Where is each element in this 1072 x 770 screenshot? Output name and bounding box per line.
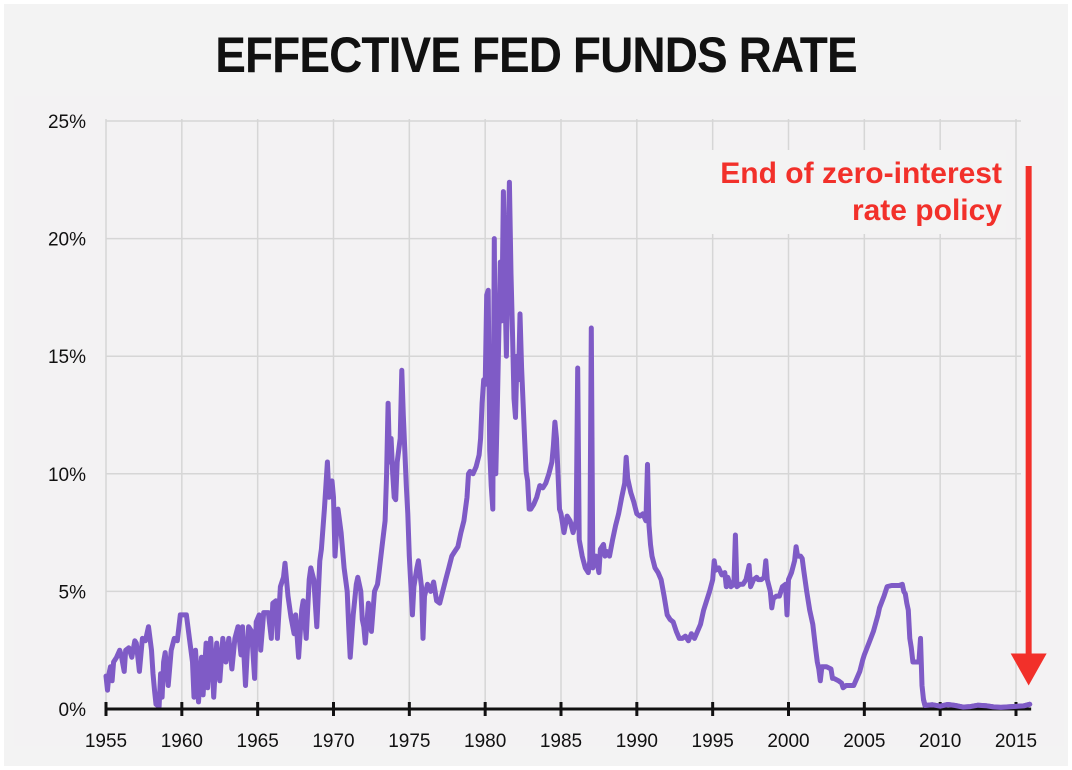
y-tick-label: 25% [48,112,86,133]
x-tick-label: 1980 [464,731,506,752]
x-tick-label: 1990 [616,731,658,752]
x-tick-label: 1955 [85,731,127,752]
x-tick-label: 1975 [388,731,430,752]
x-tick-label: 1985 [540,731,582,752]
x-tick-label: 2000 [767,731,809,752]
chart-title: EFFECTIVE FED FUNDS RATE [215,27,857,83]
annotation-arrowhead-icon [1010,653,1047,686]
x-tick-label: 1965 [237,731,279,752]
x-tick-label: 2015 [995,731,1037,752]
x-tick-label: 1970 [312,731,354,752]
y-tick-label: 10% [48,465,86,486]
grid [105,119,1021,709]
x-tick-label: 2005 [843,731,885,752]
annotation: End of zero-interest rate policy [660,150,1047,686]
annotation-text-line: End of zero-interest [720,157,1002,190]
annotation-background [660,150,1006,234]
x-tick-label: 1960 [161,731,203,752]
series-layer [103,179,1033,710]
y-tick-label: 15% [48,347,86,368]
y-tick-label: 5% [59,582,87,603]
series-line-0 [103,179,1033,710]
x-tick-label: 2010 [919,731,961,752]
series-line-tail [921,697,1033,710]
annotation-text-line: rate policy [852,194,1002,227]
y-tick-label: 0% [59,700,87,721]
axes: 0% 5% 10% 15% 20% 25% 1955 1960 1965 1970 1975 1980… [48,112,1037,752]
y-tick-label: 20% [48,230,86,251]
x-tick-label: 1995 [692,731,734,752]
